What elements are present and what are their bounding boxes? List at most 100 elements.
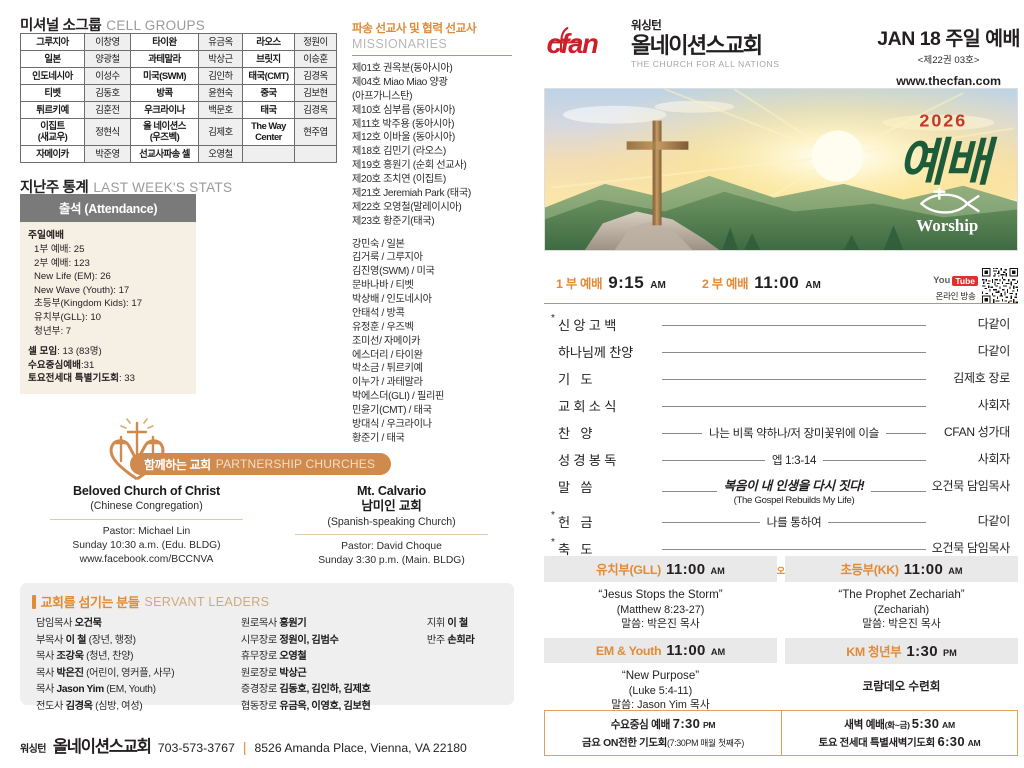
- dawn-label: 새벽 예배: [844, 719, 885, 731]
- leader-role: 부목사: [36, 634, 66, 646]
- order-item-person: 김제호 장로: [953, 371, 1010, 385]
- leader-role: 협동장로: [240, 700, 280, 712]
- friday-prayer: 금요 ON전한 기도회(7:30PM 매월 첫째주): [545, 734, 781, 749]
- partner-church-pastor: Pastor: Michael Lin: [102, 526, 191, 538]
- partner-church-name: Mt. Calvario 남미인 교회: [357, 484, 426, 514]
- leader-name: 김동호, 김인하, 김제호: [279, 684, 371, 696]
- order-item-middle: [662, 338, 926, 365]
- kids-sermon-speaker: 말씀: 박은진 목사: [621, 617, 700, 630]
- qr-code-icon[interactable]: [982, 268, 1018, 304]
- cell-group-cell: 선교사파송 셀: [130, 145, 199, 163]
- leader-role: 원로목사: [240, 618, 280, 629]
- servant-leader-row: 휴무장로 오영철: [241, 649, 427, 666]
- leader-name: 정원이, 김범수: [279, 634, 339, 646]
- leader-role: 시무장로: [240, 634, 280, 646]
- order-item-person: 오건묵 담임목사: [931, 479, 1011, 493]
- partnership-pill-en: PARTNERSHIP CHURCHES: [215, 457, 376, 471]
- cell-group-cell: 오영철: [198, 145, 243, 163]
- leader-role: 원로장로: [240, 667, 280, 679]
- attendance-item: New Life (EM): 26: [34, 271, 111, 283]
- table-row: 인도네시아 이성수 미국(SWM) 김인하 태국(CMT) 김경옥: [20, 67, 337, 85]
- cell-groups-title-ko: 미셔널 소그룹: [20, 18, 102, 34]
- saturday-label: 토요 전세대 특별새벽기도회: [818, 738, 938, 749]
- hero-korean: 예배: [898, 133, 998, 191]
- order-item-name: 헌 금: [558, 515, 593, 530]
- order-row: 교 회 소 식 사회자: [544, 392, 1018, 419]
- servant-leaders-title-en: SERVANT LEADERS: [144, 594, 270, 609]
- partner-missionary-item: 김진영(SWM) / 미국: [352, 266, 435, 278]
- partner-church-pastor: Pastor: David Choque: [341, 541, 442, 553]
- service-1-ampm: AM: [650, 280, 666, 291]
- order-of-worship: * 신 앙 고 백 다같이 하나님께 찬양 다같이 기 도 김제호 장로 교 회 소 식 사회자…: [544, 311, 1018, 577]
- table-row: 티벳 김동호 방콕 윤현숙 중국 김보현: [20, 84, 337, 102]
- leader-role: 담임목사: [36, 618, 75, 629]
- cell-group-cell: 올 네이션스 (우즈벡): [130, 118, 199, 146]
- order-item-person: 다같이: [977, 344, 1011, 358]
- missionaries-partner-list: 강민숙 / 일본 김거룩 / 그루지아 김진영(SWM) / 미국 문바나바 / 티벳…: [352, 238, 512, 446]
- servant-leader-row: 부목사 이 철 (장년, 행정): [36, 633, 241, 650]
- missionary-item: 제18호 김민기 (라오스): [352, 146, 446, 158]
- missionary-item: 제22호 오영철(말레이시아): [352, 201, 462, 213]
- cell-group-cell: The Way Center: [242, 118, 295, 146]
- servant-leaders-header: 교회를 섬기는 분들 SERVANT LEADERS: [32, 592, 502, 611]
- footer-church-name: 올네이션스교회: [52, 738, 152, 756]
- missionary-item: 제20호 조치연 (이집트): [352, 174, 446, 185]
- youtube-you-text: You: [933, 275, 951, 286]
- kids-sermon-ref: (Zechariah): [873, 603, 930, 616]
- partner-church-name: Beloved Church of Christ: [72, 484, 221, 498]
- partner-missionary-item: 문바나바 / 티벳: [352, 280, 414, 292]
- weekly-right-cell: 새벽 예배(화~금) 5:30 AM 토요 전세대 특별새벽기도회 6:30 A…: [781, 711, 1017, 755]
- partner-church-card: Beloved Church of Christ (Chinese Congreg…: [24, 484, 269, 568]
- kids-service-card: KM 청년부 1:30 PM 코람데오 수련회: [785, 638, 1018, 715]
- servant-leader-row: 증경장로 김동호, 김인하, 김제호: [241, 682, 427, 699]
- partner-missionary-item: 유정훈 / 우즈벡: [352, 321, 414, 333]
- stats-title-ko: 지난주 통계: [20, 180, 89, 196]
- leader-role: 반주: [426, 634, 448, 646]
- cell-group-cell: 김제호: [198, 118, 243, 146]
- youtube-icon[interactable]: You Tube: [933, 275, 978, 286]
- cell-group-cell: 정원이: [294, 33, 337, 51]
- table-row: 그루지아 이창영 타이완 유금옥 라오스 정원이: [20, 33, 337, 51]
- order-item-person: 오건묵 담임목사: [931, 541, 1011, 555]
- leader-role: 전도사: [36, 700, 66, 712]
- cell-group-cell: 정현식: [84, 118, 131, 146]
- attendance-list: 1부 예배: 25 2부 예배: 123 New Life (EM): 26 New …: [28, 243, 190, 338]
- order-item-middle: [662, 535, 926, 562]
- order-item-detail: 나를 통하여: [766, 515, 822, 529]
- dawn-time: 5:30: [911, 716, 940, 731]
- partner-church-link[interactable]: www.facebook.com/BCCNVA: [79, 553, 214, 565]
- cell-group-cell: 김훈전: [84, 101, 131, 119]
- cell-group-cell: 미국(SWM): [130, 67, 199, 85]
- stand-note: *가능하면 일어서 주십시오 (If able, please stand): [685, 566, 877, 576]
- church-website[interactable]: www.thecfan.com: [896, 74, 1002, 88]
- servant-leaders-col-2: 원로목사 홍원기 시무장로 정원이, 김범수 휴무장로 오영철 원로장로 박상근 증경장…: [241, 616, 427, 715]
- youtube-block[interactable]: You Tube 온라인 방송: [933, 268, 1018, 304]
- kids-service-body: “New Purpose” (Luke 5:4-11) 말씀: Jason Yim …: [544, 663, 777, 715]
- wednesday-service: 수요중심 예배 7:30 PM: [545, 716, 781, 732]
- stand-marker-icon: *: [551, 537, 555, 548]
- cell-group-cell: 태국(CMT): [242, 67, 295, 85]
- kids-service-time: 11:00: [903, 561, 944, 578]
- order-row: 하나님께 찬양 다같이: [544, 338, 1018, 365]
- kids-sermon-title: “New Purpose”: [621, 669, 700, 683]
- leader-name: 오영철: [279, 651, 307, 663]
- order-item-middle: 엡 1:3-14: [662, 446, 926, 473]
- order-item-person: 사회자: [977, 398, 1011, 412]
- partnership-pill-ko: 함께하는 교회: [144, 457, 211, 472]
- missionaries-divider: [352, 55, 512, 56]
- leader-name: 박은진: [56, 667, 84, 679]
- service-times-row: 1 부 예배 9:15 AM 2 부 예배 11:00 AM You Tube …: [544, 268, 1018, 304]
- partner-missionary-item: 박에스더(GLI) / 필리핀: [352, 391, 445, 403]
- cell-group-cell: 이승훈: [294, 50, 337, 68]
- leader-name: 조강욱: [56, 651, 84, 663]
- kids-service-center-text: 코람데오 수련회: [862, 680, 941, 694]
- kids-service-ampm: PM: [942, 648, 957, 659]
- cell-groups-tbody: 그루지아 이창영 타이완 유금옥 라오스 정원이 일본 양광철 과테말라 박상근 브릿지 이승훈 인도네…: [20, 33, 337, 163]
- cell-groups-title: 미셔널 소그룹 CELL GROUPS: [20, 14, 205, 35]
- kids-service-header: 초등부(KK) 11:00 AM: [785, 556, 1018, 582]
- servant-leaders-col-1: 담임목사 오건묵 부목사 이 철 (장년, 행정) 목사 조강욱 (청년, 찬양) 목…: [36, 616, 241, 715]
- order-item-subtitle: (The Gospel Rebuilds My Life): [733, 495, 855, 506]
- order-item-name: 말 씀: [558, 480, 593, 495]
- kids-service-ampm: AM: [710, 647, 726, 658]
- kids-service-body: 코람데오 수련회: [785, 664, 1018, 698]
